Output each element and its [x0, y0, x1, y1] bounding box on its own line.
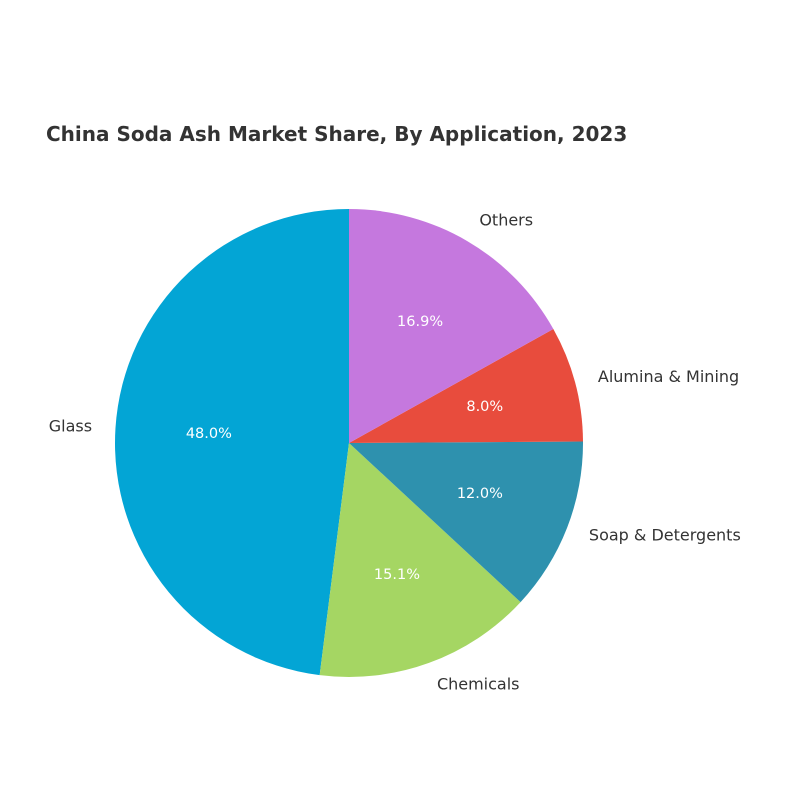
- pie-slice: [349, 209, 554, 443]
- slice-label: Chemicals: [437, 674, 520, 693]
- pie-slice: [349, 441, 583, 603]
- slice-label: Alumina & Mining: [598, 367, 739, 386]
- slice-label: Glass: [49, 416, 92, 435]
- slice-value-label: 12.0%: [457, 486, 503, 502]
- slice-value-label: 15.1%: [374, 567, 420, 583]
- pie-slice: [319, 443, 521, 677]
- slice-value-label: 16.9%: [397, 314, 443, 330]
- pie-slice: [114, 209, 350, 676]
- slice-label: Others: [479, 211, 533, 230]
- slice-label: Soap & Detergents: [589, 526, 741, 545]
- slice-value-label: 8.0%: [466, 399, 503, 415]
- pie-slice: [349, 328, 583, 443]
- chart-title: China Soda Ash Market Share, By Applicat…: [46, 122, 627, 146]
- slice-value-label: 48.0%: [186, 426, 232, 442]
